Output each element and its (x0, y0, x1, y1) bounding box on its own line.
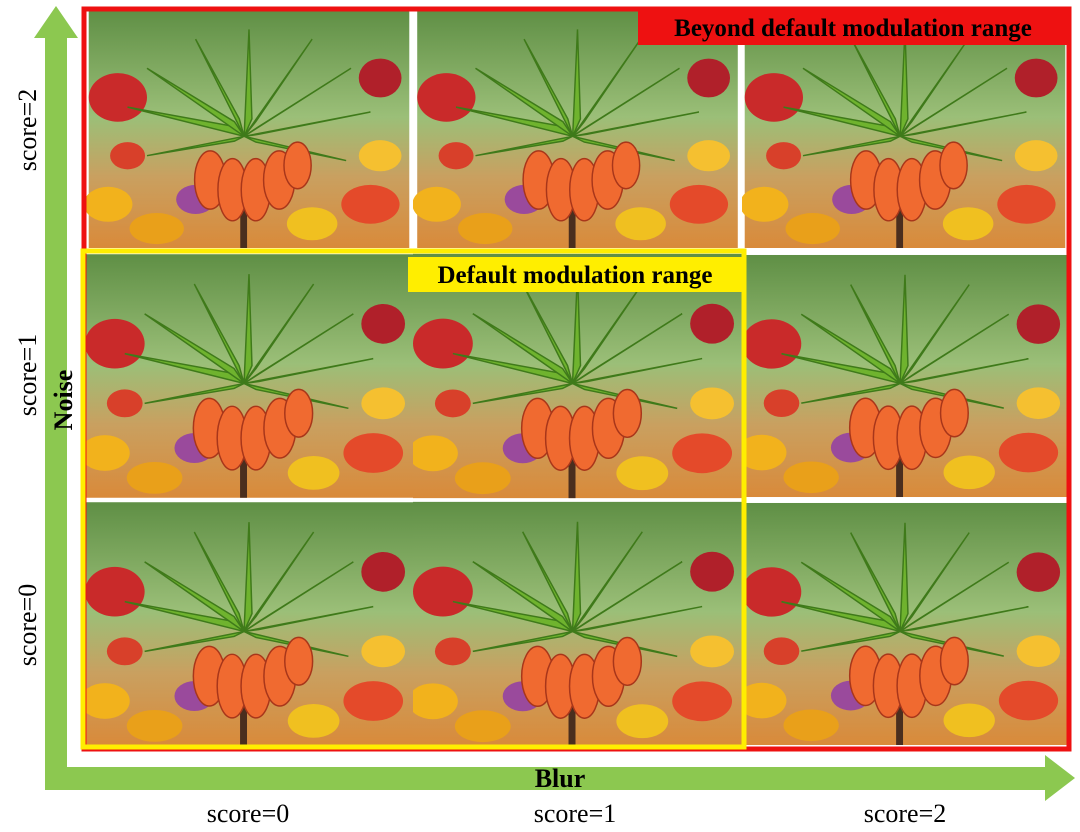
y-tick-label: score=1 (13, 334, 42, 417)
default-range-box (80, 248, 747, 750)
image (85, 501, 413, 747)
x-tick-label: score=2 (864, 799, 947, 828)
default-label: Default modulation range (438, 262, 713, 289)
image (413, 501, 742, 747)
beyond-label: Beyond default modulation range (674, 15, 1032, 42)
image (742, 502, 1068, 746)
x-axis-label: Blur (535, 764, 586, 793)
x-axis-arrow (45, 767, 1050, 790)
image (413, 10, 739, 248)
beyond-label-bg (638, 11, 1068, 45)
image (742, 254, 1068, 498)
image-grid (85, 10, 1068, 747)
image (85, 10, 411, 248)
image (85, 253, 413, 499)
y-axis-arrow (45, 35, 67, 790)
x-arrow-head (1045, 755, 1075, 801)
x-tick-label: score=1 (534, 799, 617, 828)
y-axis-label: Noise (49, 370, 78, 431)
image (742, 10, 1067, 248)
y-tick-label: score=2 (13, 89, 42, 172)
y-arrow-head (34, 6, 78, 38)
axes-arrows (34, 6, 1075, 801)
x-tick-label: score=0 (207, 799, 290, 828)
default-label-bg (408, 257, 742, 292)
y-tick-label: score=0 (13, 584, 42, 667)
